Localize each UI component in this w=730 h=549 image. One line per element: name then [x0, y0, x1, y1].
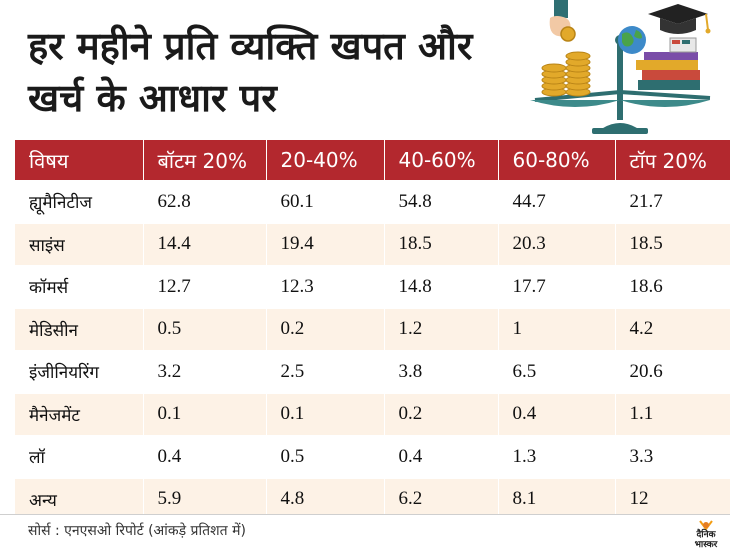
table-cell: 6.5: [498, 350, 616, 393]
balance-scale-icon: [530, 35, 711, 134]
table-row: मैनेजमेंट 0.1 0.1 0.2 0.4 1.1: [15, 392, 730, 436]
row-label: मैनेजमेंट: [15, 392, 144, 436]
table-cell: 0.2: [384, 392, 499, 436]
globe-icon: [618, 26, 646, 54]
graduation-cap-icon: [648, 4, 711, 34]
table-cell: 21.7: [615, 180, 730, 223]
table-cell: 0.2: [266, 307, 385, 351]
table-cell: 4.8: [266, 477, 385, 520]
row-label: मेडिसीन: [15, 307, 144, 351]
title-line-2: खर्च के आधार पर: [28, 76, 277, 120]
table-cell: 14.4: [143, 222, 267, 266]
table-cell: 20.3: [498, 222, 616, 266]
table-cell: 12.7: [143, 265, 267, 308]
row-label: साइंस: [15, 222, 144, 266]
table-row: मेडिसीन 0.5 0.2 1.2 1 4.2: [15, 307, 730, 351]
table-cell: 0.4: [384, 435, 499, 478]
table-cell: 62.8: [143, 180, 267, 223]
footer: सोर्स : एनएसओ रिपोर्ट (आंकड़े प्रतिशत मे…: [0, 514, 730, 549]
book-stack-icon: [636, 37, 700, 90]
table-row: कॉमर्स 12.7 12.3 14.8 17.7 18.6: [15, 265, 730, 308]
column-header-subject: विषय: [15, 140, 144, 181]
page-title: हर महीने प्रति व्यक्ति खपत और खर्च के आध…: [28, 20, 548, 124]
table-cell: 2.5: [266, 350, 385, 393]
table-cell: 1.2: [384, 307, 499, 351]
table-cell: 54.8: [384, 180, 499, 223]
hand-coin-icon: [549, 0, 576, 42]
coin-stack-icon: [541, 51, 591, 97]
table-row: अन्य 5.9 4.8 6.2 8.1 12: [15, 477, 730, 520]
table-cell: 1.3: [498, 435, 616, 478]
table-cell: 12.3: [266, 265, 385, 308]
table-header-row: विषय बॉटम 20% 20-40% 40-60% 60-80% टॉप 2…: [15, 140, 730, 181]
table-cell: 3.2: [143, 350, 267, 393]
table-cell: 0.4: [498, 392, 616, 436]
source-note: सोर्स : एनएसओ रिपोर्ट (आंकड़े प्रतिशत मे…: [28, 523, 246, 539]
row-label: इंजीनियरिंग: [15, 350, 144, 393]
column-header-40-60: 40-60%: [384, 140, 499, 181]
table-cell: 6.2: [384, 477, 499, 520]
table-cell: 8.1: [498, 477, 616, 520]
table-row: साइंस 14.4 19.4 18.5 20.3 18.5: [15, 222, 730, 266]
table-cell: 1.1: [615, 392, 730, 436]
table-cell: 3.8: [384, 350, 499, 393]
row-label: ह्यूमैनिटीज: [15, 180, 144, 223]
table-cell: 18.5: [384, 222, 499, 266]
table-cell: 1: [498, 307, 616, 351]
table-cell: 18.6: [615, 265, 730, 308]
row-label: लॉ: [15, 435, 144, 478]
table-cell: 0.4: [143, 435, 267, 478]
column-header-bottom-20: बॉटम 20%: [143, 140, 267, 181]
dainik-bhaskar-logo: दैनिक भास्कर: [695, 520, 718, 549]
table-cell: 20.6: [615, 350, 730, 393]
table-row: लॉ 0.4 0.5 0.4 1.3 3.3: [15, 435, 730, 478]
header: हर महीने प्रति व्यक्ति खपत और खर्च के आध…: [0, 0, 730, 140]
table-cell: 19.4: [266, 222, 385, 266]
svg-text:दैनिक: दैनिक: [695, 528, 716, 540]
table-cell: 44.7: [498, 180, 616, 223]
svg-text:भास्कर: भास्कर: [695, 540, 718, 549]
table-cell: 60.1: [266, 180, 385, 223]
table-cell: 0.1: [143, 392, 267, 436]
row-label: अन्य: [15, 477, 144, 520]
column-header-20-40: 20-40%: [266, 140, 385, 181]
table-cell: 0.1: [266, 392, 385, 436]
table-cell: 5.9: [143, 477, 267, 520]
row-label: कॉमर्स: [15, 265, 144, 308]
table-cell: 12: [615, 477, 730, 520]
column-header-top-20: टॉप 20%: [615, 140, 730, 181]
table-cell: 17.7: [498, 265, 616, 308]
table-cell: 14.8: [384, 265, 499, 308]
title-line-1: हर महीने प्रति व्यक्ति खपत और: [28, 24, 473, 68]
data-table: विषय बॉटम 20% 20-40% 40-60% 60-80% टॉप 2…: [15, 140, 730, 520]
table-cell: 0.5: [143, 307, 267, 351]
table-cell: 18.5: [615, 222, 730, 266]
education-balance-illustration: [530, 0, 711, 134]
table-cell: 0.5: [266, 435, 385, 478]
column-header-60-80: 60-80%: [498, 140, 616, 181]
table-cell: 4.2: [615, 307, 730, 351]
table-row: इंजीनियरिंग 3.2 2.5 3.8 6.5 20.6: [15, 350, 730, 393]
table-cell: 3.3: [615, 435, 730, 478]
table-row: ह्यूमैनिटीज 62.8 60.1 54.8 44.7 21.7: [15, 180, 730, 223]
